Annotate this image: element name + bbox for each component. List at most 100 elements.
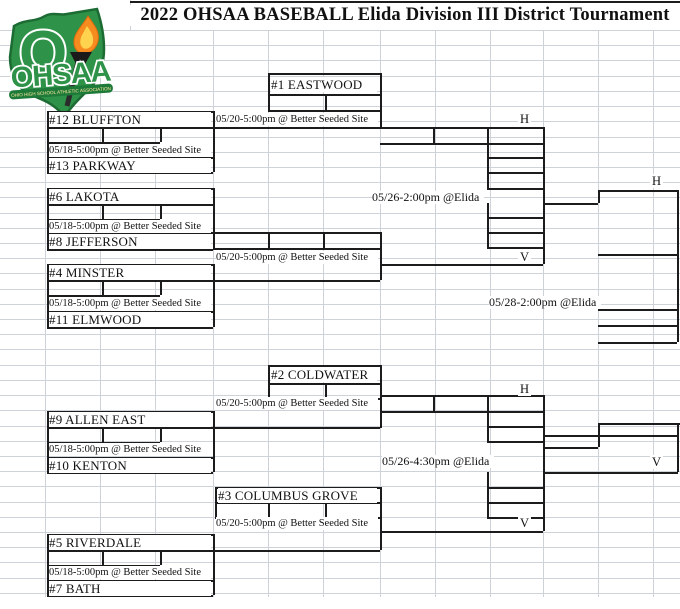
bracket-line bbox=[215, 502, 380, 504]
bracket-line bbox=[487, 517, 543, 519]
bracket-line bbox=[598, 190, 678, 192]
bracket-line bbox=[487, 157, 543, 159]
game-note: 05/18-5:00pm @ Better Seeded Site bbox=[49, 297, 211, 310]
bracket-line bbox=[102, 204, 104, 219]
bracket-line bbox=[433, 127, 435, 143]
home-visitor-marker: V bbox=[518, 250, 532, 264]
bracket-line bbox=[268, 232, 270, 248]
bracket-line bbox=[47, 534, 49, 595]
bracket-line bbox=[487, 232, 543, 234]
bracket-line bbox=[487, 426, 543, 428]
ohsaa-logo: O OHSAA OHIO HIGH SCHOOL ATHLETIC ASSOCI… bbox=[8, 7, 114, 118]
bracket-line bbox=[102, 550, 104, 565]
bracket-line bbox=[215, 487, 217, 517]
bracket-line bbox=[102, 427, 104, 442]
bracket-line bbox=[543, 447, 598, 449]
grid-line bbox=[0, 592, 680, 594]
bracket-line bbox=[47, 595, 213, 597]
grid-line bbox=[0, 547, 680, 549]
game-note: 05/20-5:00pm @ Better Seeded Site bbox=[216, 251, 378, 264]
grid-line bbox=[0, 471, 680, 473]
team-label: #8 JEFFERSON bbox=[49, 234, 211, 249]
game-note: 05/18-5:00pm @ Better Seeded Site bbox=[49, 443, 211, 456]
bracket-line bbox=[47, 172, 213, 174]
bracket-line bbox=[487, 441, 543, 443]
grid-line bbox=[598, 30, 599, 597]
bracket-line bbox=[487, 472, 489, 517]
game-note: 05/20-5:00pm @ Better Seeded Site bbox=[216, 113, 378, 126]
grid-line bbox=[653, 30, 654, 597]
bracket-line bbox=[543, 435, 678, 437]
grid-line bbox=[268, 30, 269, 597]
game-note: 05/20-5:00pm @ Better Seeded Site bbox=[216, 397, 378, 410]
bracket-line bbox=[268, 73, 270, 110]
bracket-line bbox=[543, 127, 545, 264]
logo-letter-o: O bbox=[19, 19, 67, 88]
bracket-line bbox=[47, 472, 213, 474]
bracket-line bbox=[487, 203, 489, 247]
bracket-line bbox=[598, 325, 677, 327]
game-note: 05/18-5:00pm @ Better Seeded Site bbox=[49, 220, 211, 233]
bracket-line bbox=[487, 502, 543, 504]
bracket-line bbox=[543, 395, 545, 531]
grid-line bbox=[0, 212, 680, 214]
bracket-line bbox=[47, 142, 160, 144]
grid-line bbox=[0, 319, 680, 320]
bracket-line bbox=[213, 188, 215, 249]
game-note: 05/26-2:00pm @Elida bbox=[372, 191, 484, 204]
team-label: #1 EASTWOOD bbox=[271, 77, 377, 92]
team-label: #11 ELMWOOD bbox=[49, 312, 211, 327]
game-note: 05/20-5:00pm @ Better Seeded Site bbox=[216, 517, 378, 530]
bracket-line bbox=[380, 531, 543, 533]
bracket-line bbox=[380, 487, 382, 550]
grid-line bbox=[435, 30, 436, 597]
bracket-line bbox=[598, 342, 677, 344]
team-label: #3 COLUMBUS GROVE bbox=[218, 488, 377, 503]
grid-line bbox=[0, 227, 680, 229]
bracket-line bbox=[213, 248, 380, 250]
bracket-line bbox=[487, 172, 543, 174]
page-title: 2022 OHSAA BASEBALL Elida Division III D… bbox=[130, 5, 680, 26]
bracket-line bbox=[543, 472, 678, 474]
grid-line bbox=[0, 242, 680, 244]
grid-line bbox=[0, 197, 680, 199]
bracket-line bbox=[380, 143, 543, 145]
grid-line bbox=[380, 30, 381, 597]
grid-line bbox=[323, 30, 324, 597]
bracket-line bbox=[598, 423, 680, 425]
bracket-line bbox=[47, 327, 213, 329]
bracket-line bbox=[323, 232, 325, 248]
bracket-line bbox=[677, 190, 679, 342]
team-label: #13 PARKWAY bbox=[49, 158, 211, 173]
grid-line bbox=[0, 182, 680, 184]
grid-line bbox=[0, 349, 680, 351]
grid-line bbox=[0, 334, 680, 336]
grid-line bbox=[0, 395, 680, 396]
grid-line bbox=[0, 45, 680, 47]
bracket-line bbox=[325, 502, 327, 517]
bracket-line bbox=[47, 249, 213, 251]
bracket-line bbox=[268, 502, 270, 517]
grid-line bbox=[0, 30, 680, 31]
home-visitor-marker: V bbox=[518, 516, 532, 530]
game-note: 05/18-5:00pm @ Better Seeded Site bbox=[49, 144, 211, 157]
bracket-line bbox=[268, 383, 380, 385]
bracket-line bbox=[598, 309, 677, 311]
grid-line bbox=[0, 151, 680, 153]
bracket-line bbox=[487, 217, 543, 219]
bracket-line bbox=[47, 411, 49, 472]
bracket-line bbox=[433, 395, 435, 411]
bracket-line bbox=[47, 127, 543, 129]
team-label: #9 ALLEN EAST bbox=[49, 412, 211, 427]
grid-line bbox=[0, 577, 680, 579]
bracket-line bbox=[213, 264, 215, 327]
home-visitor-marker: V bbox=[650, 455, 664, 469]
grid-line bbox=[0, 440, 680, 442]
bracket-line bbox=[160, 427, 162, 442]
bracket-line bbox=[160, 127, 162, 142]
logo-org-name: OHIO HIGH SCHOOL ATHLETIC ASSOCIATION bbox=[11, 86, 111, 98]
bracket-line bbox=[47, 204, 213, 206]
home-visitor-marker: H bbox=[650, 174, 664, 188]
team-label: #5 RIVERDALE bbox=[49, 535, 211, 550]
bracket-line bbox=[102, 280, 104, 295]
